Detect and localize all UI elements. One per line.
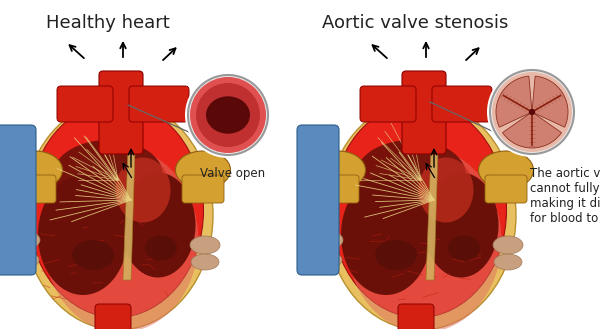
Ellipse shape bbox=[331, 103, 506, 317]
Wedge shape bbox=[496, 76, 532, 127]
Ellipse shape bbox=[10, 231, 40, 249]
Circle shape bbox=[529, 109, 535, 115]
Circle shape bbox=[188, 75, 268, 155]
Circle shape bbox=[492, 72, 572, 152]
FancyBboxPatch shape bbox=[57, 86, 113, 122]
FancyBboxPatch shape bbox=[182, 175, 224, 203]
Ellipse shape bbox=[7, 151, 62, 189]
Wedge shape bbox=[532, 76, 568, 127]
Ellipse shape bbox=[53, 140, 163, 210]
FancyBboxPatch shape bbox=[14, 175, 56, 203]
Ellipse shape bbox=[11, 252, 39, 268]
Ellipse shape bbox=[145, 236, 177, 261]
Ellipse shape bbox=[190, 236, 220, 254]
Ellipse shape bbox=[448, 236, 480, 261]
Ellipse shape bbox=[311, 151, 365, 189]
Circle shape bbox=[190, 77, 266, 153]
Ellipse shape bbox=[314, 252, 342, 268]
Ellipse shape bbox=[375, 240, 417, 270]
Circle shape bbox=[487, 67, 577, 157]
FancyBboxPatch shape bbox=[398, 304, 434, 329]
Polygon shape bbox=[426, 150, 438, 280]
Text: Valve open: Valve open bbox=[200, 167, 266, 180]
Ellipse shape bbox=[176, 151, 230, 189]
Ellipse shape bbox=[121, 172, 196, 277]
Ellipse shape bbox=[191, 254, 219, 270]
FancyBboxPatch shape bbox=[297, 125, 339, 275]
Circle shape bbox=[490, 70, 574, 154]
FancyBboxPatch shape bbox=[360, 86, 416, 122]
Ellipse shape bbox=[347, 147, 502, 329]
Ellipse shape bbox=[72, 240, 114, 270]
Ellipse shape bbox=[44, 147, 199, 329]
Polygon shape bbox=[123, 150, 135, 280]
Ellipse shape bbox=[424, 172, 499, 277]
FancyBboxPatch shape bbox=[0, 125, 36, 275]
Ellipse shape bbox=[313, 231, 343, 249]
Circle shape bbox=[196, 83, 260, 147]
Wedge shape bbox=[503, 112, 562, 148]
Ellipse shape bbox=[493, 236, 523, 254]
Polygon shape bbox=[103, 93, 139, 118]
FancyBboxPatch shape bbox=[129, 86, 189, 122]
Text: Healthy heart: Healthy heart bbox=[46, 14, 170, 32]
Ellipse shape bbox=[23, 100, 213, 329]
FancyBboxPatch shape bbox=[95, 304, 131, 329]
Text: The aortic valve
cannot fully open,
making it difficult
for blood to flow: The aortic valve cannot fully open, maki… bbox=[530, 167, 600, 225]
Text: Aortic valve stenosis: Aortic valve stenosis bbox=[322, 14, 508, 32]
Ellipse shape bbox=[479, 151, 533, 189]
Ellipse shape bbox=[356, 140, 466, 210]
Ellipse shape bbox=[115, 158, 170, 222]
Polygon shape bbox=[406, 93, 442, 118]
FancyBboxPatch shape bbox=[432, 86, 492, 122]
FancyBboxPatch shape bbox=[99, 71, 143, 154]
Ellipse shape bbox=[38, 175, 128, 295]
Circle shape bbox=[185, 72, 271, 158]
Ellipse shape bbox=[29, 103, 203, 317]
Ellipse shape bbox=[419, 158, 473, 222]
FancyBboxPatch shape bbox=[317, 175, 359, 203]
Ellipse shape bbox=[341, 175, 431, 295]
FancyBboxPatch shape bbox=[402, 71, 446, 154]
Ellipse shape bbox=[326, 100, 516, 329]
Ellipse shape bbox=[206, 96, 250, 134]
FancyBboxPatch shape bbox=[485, 175, 527, 203]
Ellipse shape bbox=[494, 254, 522, 270]
